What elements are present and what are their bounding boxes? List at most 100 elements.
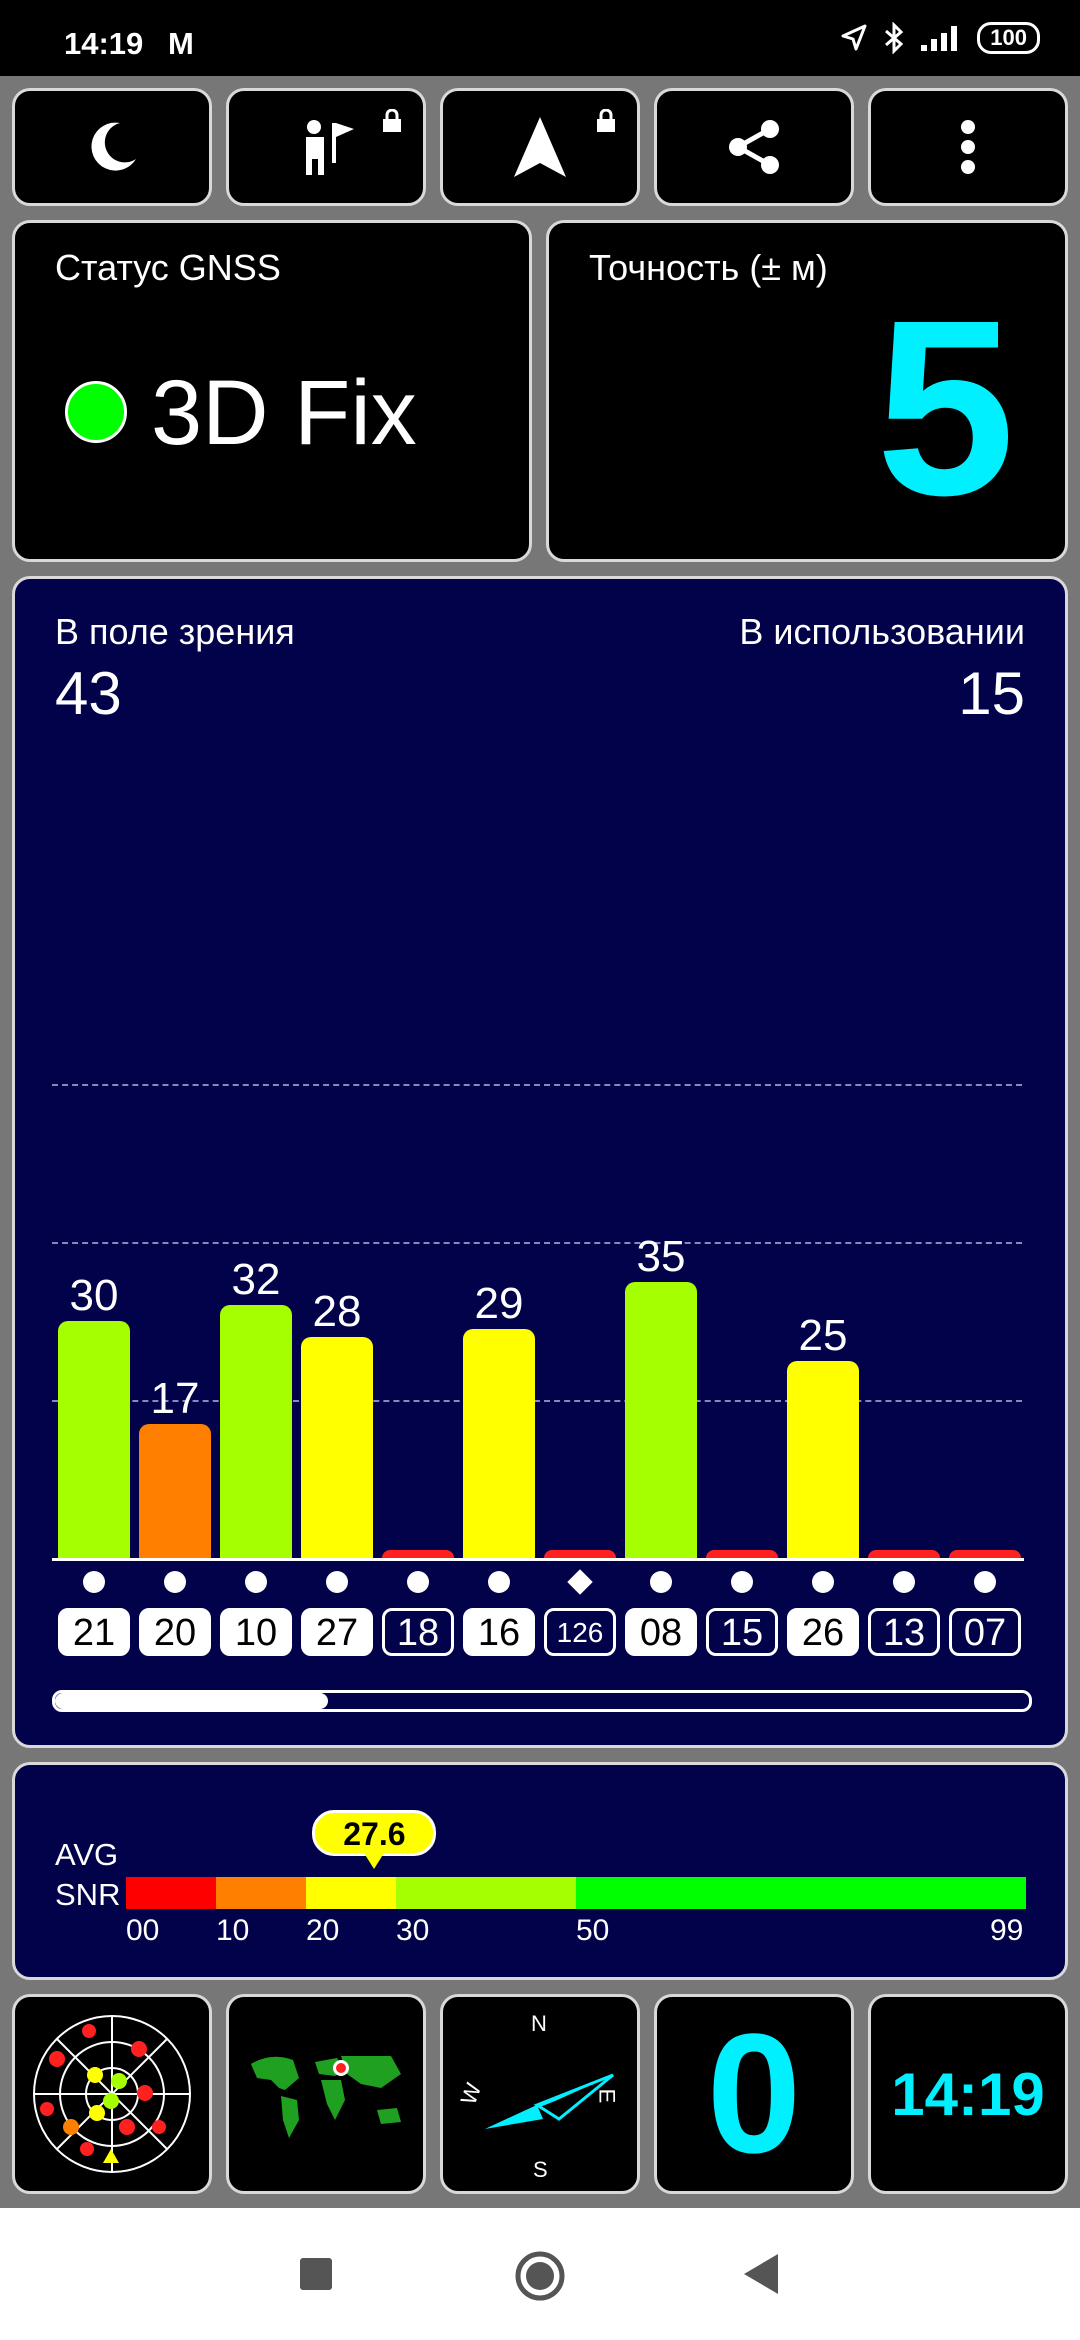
- snr-bar-label: 29: [474, 1278, 524, 1328]
- bluetooth-icon: [885, 22, 904, 54]
- chart-gridline: [52, 1084, 1022, 1086]
- snr-scale-segment: [306, 1877, 396, 1909]
- status-icons: 100: [839, 22, 1040, 54]
- snr-bar-label: 28: [312, 1286, 362, 1336]
- snr-bar: [463, 1328, 535, 1558]
- accuracy-panel[interactable]: Точность (± м) 5: [546, 220, 1068, 562]
- snr-scale-segment: [576, 1877, 1026, 1909]
- satellite-prn-label: 08: [625, 1608, 697, 1656]
- accuracy-value: 5: [875, 268, 1015, 547]
- snr-bar: [58, 1321, 130, 1558]
- constellation-marker: [893, 1571, 915, 1593]
- chart-scrollbar[interactable]: [52, 1690, 1032, 1712]
- share-button[interactable]: [654, 88, 854, 206]
- snr-bar-label: 32: [231, 1255, 281, 1305]
- avg-label: AVG: [55, 1837, 119, 1872]
- snr-bar: [949, 1550, 1021, 1558]
- satellite-prn-label: 07: [949, 1608, 1021, 1656]
- snr-bar-label: 30: [69, 1271, 119, 1320]
- snr-bar: [787, 1360, 859, 1558]
- chart-baseline: [52, 1558, 1024, 1561]
- sky-plot-icon: [33, 2015, 191, 2173]
- fix-indicator-dot: [65, 381, 127, 443]
- satellite-prn-label: 13: [868, 1608, 940, 1656]
- fix-status-text: 3D Fix: [151, 362, 417, 464]
- compass-needle-icon: [485, 2073, 614, 2129]
- tools-button[interactable]: [226, 88, 426, 206]
- snr-bar-label: 25: [798, 1310, 848, 1360]
- snr-scale-segment: [396, 1877, 576, 1909]
- lock-icon: [597, 109, 615, 132]
- compass-south-label: S: [533, 2157, 548, 2182]
- night-mode-button[interactable]: [12, 88, 212, 206]
- snr-bar-label: 35: [636, 1231, 686, 1281]
- carrier-icon: M: [168, 26, 194, 61]
- snr-bar: [868, 1550, 940, 1558]
- status-time: 14:19: [64, 26, 144, 61]
- constellation-marker: [812, 1571, 834, 1593]
- gnss-status-label: Статус GNSS: [55, 247, 281, 288]
- status-bar: 14:19 M 100: [0, 0, 1080, 76]
- satellite-prn-label: 18: [382, 1608, 454, 1656]
- back-icon[interactable]: [744, 2254, 780, 2294]
- compass-north-label: N: [531, 2011, 547, 2036]
- navigation-button[interactable]: [440, 88, 640, 206]
- gnss-status-panel[interactable]: Статус GNSS 3D Fix: [12, 220, 532, 562]
- snr-bar: [625, 1281, 697, 1558]
- snr-scale-tick: 50: [576, 1914, 610, 1947]
- snr-label: SNR: [55, 1877, 121, 1912]
- in-view-label: В поле зрения: [55, 611, 295, 652]
- recent-apps-icon[interactable]: [300, 2258, 332, 2290]
- system-nav-bar: [0, 2208, 1080, 2340]
- satellite-prn-label: 20: [139, 1608, 211, 1656]
- world-map-tile[interactable]: [226, 1994, 426, 2194]
- snr-scale-segment: [216, 1877, 306, 1909]
- snr-bar: [139, 1423, 211, 1558]
- signal-icon: [921, 26, 958, 51]
- snr-bar: [544, 1550, 616, 1558]
- satellite-prn-label: 26: [787, 1608, 859, 1656]
- satellite-prn-label: 16: [463, 1608, 535, 1656]
- snr-bar-label: 17: [150, 1373, 200, 1423]
- snr-scale-tick: 00: [126, 1914, 160, 1947]
- chart-gridline: [52, 1242, 1022, 1244]
- compass-tile[interactable]: N E S W: [440, 1994, 640, 2194]
- more-menu-button[interactable]: [868, 88, 1068, 206]
- constellation-marker: [731, 1571, 753, 1593]
- person-flag-icon: [306, 120, 354, 175]
- share-icon: [729, 120, 779, 174]
- avg-snr-pointer: [364, 1853, 385, 1869]
- satellite-prn-label: 126: [544, 1608, 616, 1656]
- world-map-icon: [251, 2056, 401, 2138]
- constellation-marker: [488, 1571, 510, 1593]
- snr-bar: [301, 1336, 373, 1558]
- in-use-count: 15: [958, 660, 1025, 727]
- accuracy-label: Точность (± м): [589, 247, 828, 288]
- constellation-marker: [407, 1571, 429, 1593]
- snr-bar: [706, 1550, 778, 1558]
- home-icon[interactable]: [514, 2250, 566, 2302]
- in-view-count: 43: [55, 660, 122, 727]
- snr-scale-tick: 99: [990, 1914, 1024, 1947]
- sky-view-tile[interactable]: [12, 1994, 212, 2194]
- speed-tile[interactable]: 0: [654, 1994, 854, 2194]
- scrollbar-thumb[interactable]: [55, 1693, 328, 1709]
- speed-value: 0: [706, 1999, 802, 2189]
- in-use-label: В использовании: [739, 611, 1025, 652]
- location-arrow-icon: [841, 24, 867, 51]
- moon-icon: [91, 122, 136, 171]
- snr-bar: [382, 1550, 454, 1558]
- constellation-marker: [326, 1571, 348, 1593]
- constellation-marker: [245, 1571, 267, 1593]
- clock-tile[interactable]: 14:19: [868, 1994, 1068, 2194]
- constellation-marker: [974, 1571, 996, 1593]
- battery-indicator: 100: [977, 22, 1040, 54]
- avg-snr-panel[interactable]: AVG SNR: [12, 1762, 1068, 1980]
- snr-scale-segment: [126, 1877, 216, 1909]
- satellite-prn-label: 15: [706, 1608, 778, 1656]
- snr-scale-tick: 20: [306, 1914, 340, 1947]
- satellite-prn-label: 10: [220, 1608, 292, 1656]
- snr-scale-tick: 10: [216, 1914, 250, 1947]
- lock-icon: [383, 109, 401, 132]
- snr-scale-tick: 30: [396, 1914, 430, 1947]
